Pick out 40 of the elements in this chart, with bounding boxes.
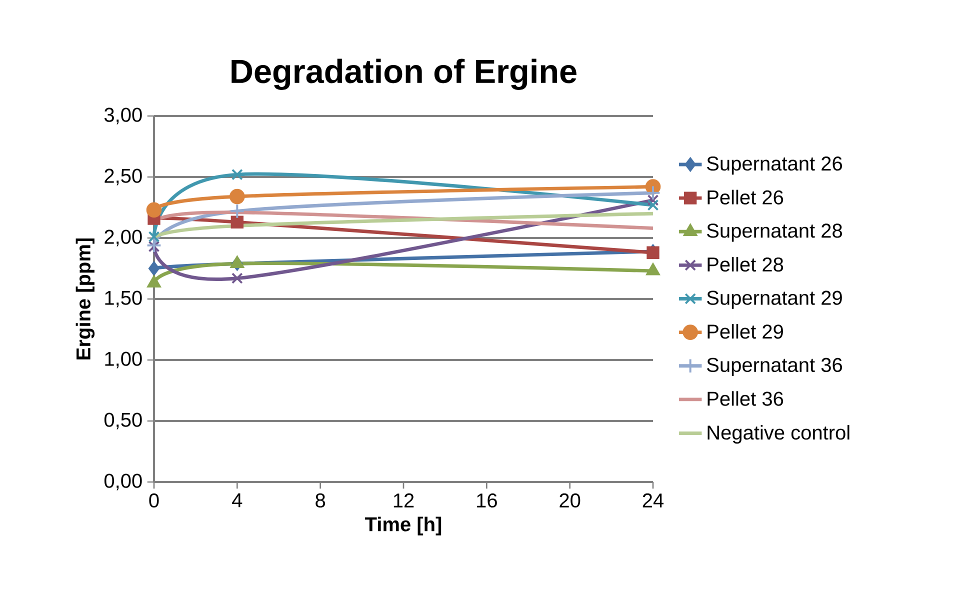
y-tick-label: 3,00 bbox=[104, 108, 142, 124]
legend-label: Supernatant 28 bbox=[707, 224, 842, 242]
point bbox=[645, 185, 661, 201]
point bbox=[146, 238, 162, 253]
point bbox=[646, 263, 660, 276]
legend-label: Pellet 26 bbox=[708, 190, 784, 204]
legend-label: Negative control bbox=[708, 425, 850, 444]
legend-label: Supernatant 26 bbox=[707, 156, 842, 175]
point bbox=[647, 199, 659, 211]
point bbox=[148, 231, 160, 242]
x-tick-label: 0 bbox=[149, 493, 159, 508]
y-tick-label: 0,50 bbox=[104, 412, 142, 430]
legend-label: Pellet 29 bbox=[708, 324, 783, 339]
chart-title: Degradation of Ergine bbox=[232, 58, 576, 90]
point bbox=[230, 216, 244, 228]
y-tick-label: 1,50 bbox=[105, 290, 142, 308]
point bbox=[146, 202, 162, 218]
y-tick-label: 1,00 bbox=[105, 352, 142, 368]
y-tick-label: 2,00 bbox=[104, 230, 142, 246]
legend-label: Supernatant 29 bbox=[707, 290, 842, 309]
point bbox=[230, 188, 245, 204]
point bbox=[231, 272, 243, 284]
x-tick-label: 12 bbox=[394, 493, 414, 508]
y-tick-label: 0,00 bbox=[104, 474, 142, 490]
point bbox=[230, 203, 245, 219]
x-axis-title: Time [h] bbox=[365, 516, 442, 536]
point bbox=[148, 240, 160, 252]
x-tick-label: 24 bbox=[642, 493, 664, 508]
legend-label: Pellet 36 bbox=[708, 391, 784, 406]
legend-label: Supernatant 36 bbox=[707, 358, 842, 376]
y-tick-label: 2,50 bbox=[104, 168, 142, 186]
point bbox=[647, 194, 659, 206]
point bbox=[231, 168, 243, 180]
x-tick-label: 4 bbox=[232, 493, 242, 508]
x-tick-label: 20 bbox=[560, 493, 580, 508]
legend-label: Pellet 28 bbox=[708, 256, 784, 272]
x-tick-label: 16 bbox=[477, 493, 497, 508]
x-tick-label: 8 bbox=[316, 493, 326, 508]
point bbox=[148, 262, 160, 276]
y-axis-title: Ergine [ppm] bbox=[76, 238, 95, 360]
